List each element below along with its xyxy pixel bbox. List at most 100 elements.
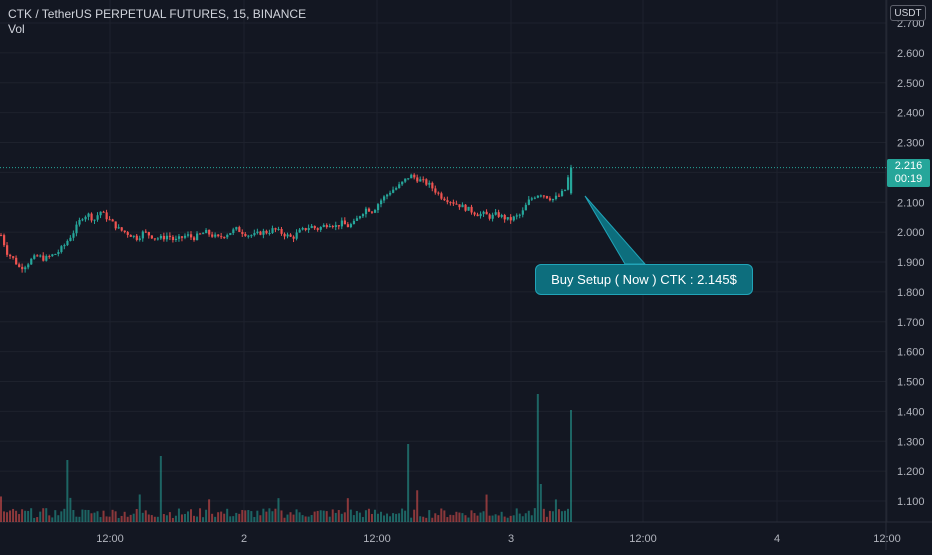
x-tick-label: 12:00	[873, 533, 901, 545]
volume-bar	[476, 515, 479, 522]
candle-body	[108, 219, 111, 221]
candle-body	[120, 227, 123, 231]
candle-body	[12, 256, 15, 258]
volume-bar	[527, 510, 530, 522]
candle-body	[563, 189, 567, 191]
candle-body	[186, 234, 190, 236]
volume-bar	[358, 512, 361, 522]
candle-body	[503, 215, 506, 220]
candle-body	[325, 225, 328, 228]
candle-body	[15, 257, 18, 265]
volume-bar	[126, 516, 129, 522]
volume-bar	[90, 513, 93, 522]
candle-body	[521, 210, 524, 215]
volume-bar	[280, 510, 283, 522]
volume-bar	[196, 516, 199, 522]
volume-bar	[467, 517, 470, 522]
candle-body	[69, 237, 72, 241]
candle-body	[376, 204, 380, 211]
volume-bar	[346, 498, 349, 522]
y-tick-label: 1.800	[897, 287, 925, 299]
volume-bar	[15, 510, 18, 522]
volume-bar	[551, 511, 554, 522]
candle-body	[476, 214, 479, 217]
candle-body	[497, 212, 500, 217]
volume-bar	[274, 508, 277, 522]
volume-bar	[560, 511, 563, 522]
candle-body	[491, 214, 494, 219]
candle-body	[63, 245, 66, 247]
volume-bar	[250, 511, 253, 522]
candle-body	[196, 233, 199, 241]
candle-body	[458, 204, 461, 208]
volume-bar	[129, 514, 132, 522]
volume-bar	[253, 517, 256, 522]
volume-bar	[401, 508, 404, 522]
volume-bar	[144, 510, 147, 522]
volume-bar	[530, 515, 533, 522]
volume-bar	[389, 516, 392, 522]
candle-body	[506, 217, 509, 220]
candle-body	[425, 179, 428, 185]
volume-bar	[570, 410, 572, 522]
volume-bar	[117, 517, 120, 522]
candle-body	[6, 245, 9, 255]
volume-bar	[458, 512, 461, 522]
volume-bar	[548, 510, 551, 522]
volume-bar	[177, 508, 180, 522]
volume-bar	[199, 508, 202, 522]
volume-bar	[223, 513, 226, 522]
candle-body	[386, 194, 389, 197]
last-price-tag: 2.216 00:19	[887, 159, 930, 187]
candle-body	[202, 233, 205, 235]
currency-button[interactable]: USDT	[890, 5, 926, 21]
volume-bar	[518, 513, 521, 522]
volume-bar	[105, 516, 108, 522]
volume-bar	[473, 513, 476, 522]
y-tick-label: 2.000	[897, 227, 925, 239]
candle-body	[443, 198, 446, 201]
candle-body	[536, 195, 540, 198]
y-tick-label: 2.300	[897, 138, 925, 150]
candle-body	[334, 225, 337, 228]
volume-bar	[96, 511, 99, 522]
volume-bar	[380, 511, 382, 522]
candle-body	[123, 230, 126, 233]
volume-bar	[78, 516, 81, 522]
volume-bar	[434, 513, 437, 522]
candle-body	[530, 198, 533, 200]
annotation-callout[interactable]: Buy Setup ( Now ) CTK : 2.145$	[535, 264, 753, 295]
volume-bar	[461, 513, 464, 522]
y-tick-label: 2.400	[897, 108, 925, 120]
candle-body	[214, 234, 217, 237]
volume-bar	[313, 511, 316, 522]
candle-body	[135, 235, 138, 240]
candle-body	[153, 238, 157, 240]
candle-body	[461, 204, 464, 208]
candle-body	[72, 233, 75, 238]
y-tick-label: 1.200	[897, 466, 925, 478]
candle-body	[440, 193, 443, 199]
candle-body	[54, 254, 57, 256]
volume-bar	[319, 510, 322, 522]
y-tick-label: 2.500	[897, 78, 925, 90]
volume-bar	[217, 512, 220, 522]
candle-body	[551, 198, 555, 201]
volume-bar	[340, 513, 343, 522]
candle-body	[464, 204, 467, 211]
last-price-value: 2.216	[894, 160, 923, 172]
candle-body	[479, 213, 482, 217]
candle-body	[271, 228, 274, 233]
volume-bar	[241, 509, 244, 522]
candle-body	[159, 235, 163, 239]
candle-body	[268, 232, 271, 234]
candle-body	[180, 236, 184, 238]
volume-bar	[373, 509, 376, 522]
candle-body	[434, 188, 437, 193]
candle-body	[274, 228, 277, 230]
volume-bar	[545, 516, 548, 522]
candle-body	[452, 202, 455, 204]
volume-bar	[36, 517, 39, 522]
